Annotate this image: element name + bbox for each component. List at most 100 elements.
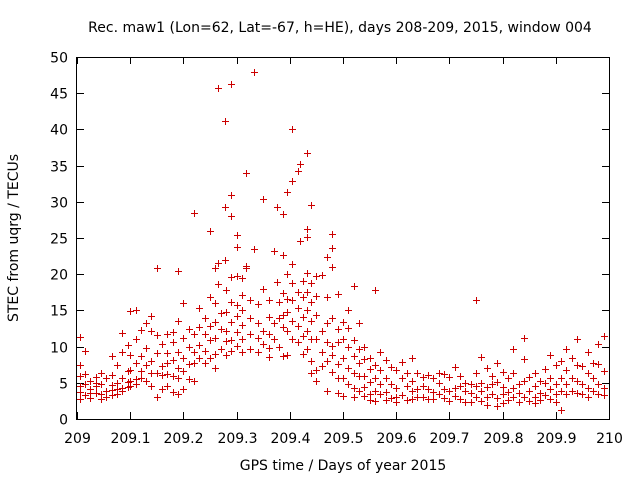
data-point <box>148 383 155 390</box>
data-point <box>547 375 554 382</box>
data-point <box>335 361 342 368</box>
data-point <box>223 352 230 359</box>
data-point <box>196 305 203 312</box>
data-point <box>98 381 105 388</box>
data-point <box>414 394 421 401</box>
data-point <box>351 337 358 344</box>
data-point <box>284 328 291 335</box>
data-point <box>280 353 287 360</box>
data-point <box>526 374 533 381</box>
data-point <box>228 192 235 199</box>
data-point <box>319 328 326 335</box>
data-point <box>284 271 291 278</box>
data-point <box>313 273 320 280</box>
data-point <box>154 265 161 272</box>
data-point <box>372 398 379 405</box>
data-point <box>266 345 273 352</box>
data-point <box>404 397 411 404</box>
data-point <box>351 370 358 377</box>
data-point <box>212 351 219 358</box>
data-point <box>313 336 320 343</box>
data-point <box>300 278 307 285</box>
data-point <box>313 293 320 300</box>
data-point <box>351 385 358 392</box>
data-point <box>215 85 222 92</box>
data-point <box>335 326 342 333</box>
data-point <box>313 312 320 319</box>
data-point <box>222 257 229 264</box>
data-point <box>345 381 352 388</box>
data-point <box>329 369 336 376</box>
data-point <box>516 390 523 397</box>
data-point <box>569 355 576 362</box>
data-point <box>324 254 331 261</box>
data-point <box>356 320 363 327</box>
data-point <box>276 344 283 351</box>
data-point <box>494 379 501 386</box>
data-point <box>393 385 400 392</box>
data-point <box>109 353 116 360</box>
data-point <box>289 336 296 343</box>
data-point <box>234 329 241 336</box>
data-point <box>234 302 241 309</box>
data-point <box>521 335 528 342</box>
data-point <box>228 337 235 344</box>
data-point <box>280 290 287 297</box>
data-point <box>542 392 549 399</box>
data-point <box>164 360 171 367</box>
x-tick-label: 209.5 <box>323 431 363 447</box>
x-tick-label: 209.6 <box>376 431 416 447</box>
data-point <box>441 395 448 402</box>
data-point <box>297 161 304 168</box>
data-point <box>324 320 331 327</box>
data-point <box>361 356 368 363</box>
data-point <box>335 390 342 397</box>
data-point <box>280 312 287 319</box>
data-point <box>143 378 150 385</box>
data-point <box>393 399 400 406</box>
data-point <box>585 394 592 401</box>
data-point <box>468 381 475 388</box>
data-point <box>547 352 554 359</box>
data-point <box>77 373 84 380</box>
data-point <box>255 320 262 327</box>
data-point <box>372 287 379 294</box>
data-point <box>329 264 336 271</box>
data-point <box>234 273 241 280</box>
data-point <box>207 294 214 301</box>
data-point <box>542 366 549 373</box>
data-point <box>590 375 597 382</box>
data-point <box>77 383 84 390</box>
data-point <box>212 365 219 372</box>
data-point <box>601 333 608 340</box>
data-point <box>345 344 352 351</box>
data-point <box>399 375 406 382</box>
data-point <box>215 281 222 288</box>
data-point <box>457 396 464 403</box>
data-point <box>340 319 347 326</box>
data-point <box>109 372 116 379</box>
data-point <box>77 396 84 403</box>
data-point <box>284 309 291 316</box>
data-point <box>191 349 198 356</box>
data-point <box>300 333 307 340</box>
data-point <box>404 383 411 390</box>
data-point <box>255 301 262 308</box>
data-point <box>324 339 331 346</box>
data-point <box>388 364 395 371</box>
data-point <box>164 331 171 338</box>
data-point <box>247 331 254 338</box>
data-point <box>228 274 235 281</box>
data-point <box>289 318 296 325</box>
data-point <box>243 265 250 272</box>
data-point <box>340 375 347 382</box>
data-point <box>510 385 517 392</box>
data-point <box>505 389 512 396</box>
data-point <box>77 334 84 341</box>
data-point <box>304 346 311 353</box>
data-point <box>526 388 533 395</box>
data-point <box>340 336 347 343</box>
data-point <box>478 388 485 395</box>
data-point <box>494 395 501 402</box>
data-point <box>239 292 246 299</box>
